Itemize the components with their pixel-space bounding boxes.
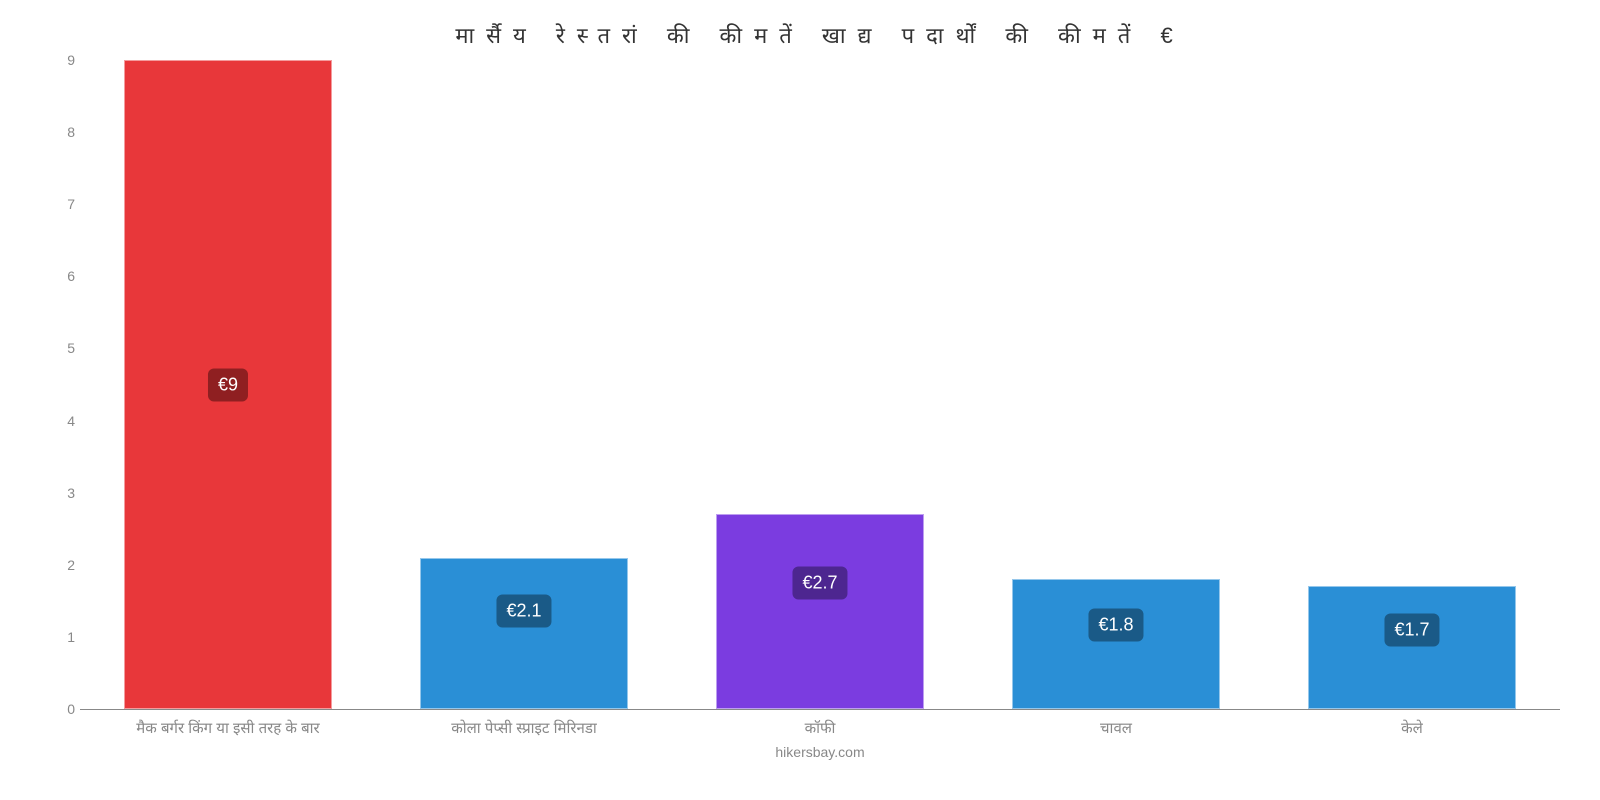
value-label: €2.7 — [792, 566, 847, 599]
y-tick: 3 — [35, 485, 75, 501]
bar: €9 — [124, 60, 331, 709]
y-tick: 2 — [35, 557, 75, 573]
y-tick: 1 — [35, 629, 75, 645]
x-axis-label: केले — [1264, 718, 1560, 738]
bar: €1.8 — [1012, 579, 1219, 709]
bar-group: €2.7 — [672, 60, 968, 709]
y-tick: 8 — [35, 124, 75, 140]
value-label: €1.8 — [1088, 608, 1143, 641]
value-label: €2.1 — [496, 594, 551, 627]
bar-group: €9 — [80, 60, 376, 709]
attribution-text: hikersbay.com — [80, 744, 1560, 760]
y-tick: 6 — [35, 268, 75, 284]
bar: €1.7 — [1308, 586, 1515, 709]
y-tick: 7 — [35, 196, 75, 212]
bars-region: €9 €2.1 €2.7 €1.8 €1.7 — [80, 60, 1560, 709]
x-axis-labels: मैक बर्गर किंग या इसी तरह के बारकोला पेप… — [80, 718, 1560, 738]
y-tick: 9 — [35, 52, 75, 68]
x-axis-label: कॉफी — [672, 718, 968, 738]
plot-area: 0123456789 €9€2.1€2.7€1.8€1.7 — [80, 60, 1560, 710]
bar: €2.7 — [716, 514, 923, 709]
value-label: €9 — [208, 368, 248, 401]
x-axis-label: चावल — [968, 718, 1264, 738]
y-tick: 0 — [35, 701, 75, 717]
chart-container: मार्सैय रेस्तरां की कीमतें खाद्य पदार्थो… — [0, 0, 1600, 800]
bar-group: €1.8 — [968, 60, 1264, 709]
chart-title: मार्सैय रेस्तरां की कीमतें खाद्य पदार्थो… — [80, 20, 1560, 50]
y-tick: 4 — [35, 413, 75, 429]
bar-group: €2.1 — [376, 60, 672, 709]
value-label: €1.7 — [1384, 613, 1439, 646]
y-axis: 0123456789 — [35, 60, 75, 709]
bar-group: €1.7 — [1264, 60, 1560, 709]
bar: €2.1 — [420, 558, 627, 709]
y-tick: 5 — [35, 340, 75, 356]
x-axis-label: कोला पेप्सी स्प्राइट मिरिनडा — [376, 718, 672, 738]
x-axis-label: मैक बर्गर किंग या इसी तरह के बार — [80, 718, 376, 738]
